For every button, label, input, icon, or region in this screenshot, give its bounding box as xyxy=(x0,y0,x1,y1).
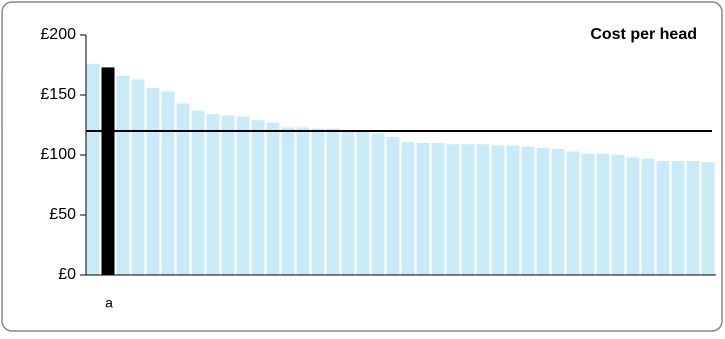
bar xyxy=(701,162,715,275)
bar xyxy=(341,129,355,275)
bar xyxy=(131,79,145,276)
bar xyxy=(446,144,460,275)
bar xyxy=(266,122,280,275)
bar xyxy=(581,153,595,275)
y-tick-label: £0 xyxy=(58,266,76,283)
bar xyxy=(521,146,535,275)
bar xyxy=(281,127,295,276)
bar xyxy=(596,153,610,275)
bar xyxy=(116,75,130,275)
bar xyxy=(311,128,325,275)
bar xyxy=(356,131,370,275)
bar xyxy=(611,155,625,275)
bar xyxy=(161,91,175,276)
bar xyxy=(386,137,400,275)
bar xyxy=(206,114,220,275)
bar xyxy=(416,143,430,275)
bar xyxy=(101,67,115,276)
bar xyxy=(686,161,700,275)
bar xyxy=(221,115,235,276)
y-tick-label: £100 xyxy=(40,146,76,163)
bar xyxy=(401,141,415,275)
bar xyxy=(506,145,520,275)
y-tick-label: £200 xyxy=(40,26,76,43)
y-tick-label: £50 xyxy=(49,206,76,223)
bar xyxy=(671,161,685,275)
bar xyxy=(176,103,190,276)
bar xyxy=(431,143,445,275)
bar xyxy=(476,144,490,275)
bar xyxy=(566,151,580,275)
bar xyxy=(191,110,205,275)
bar xyxy=(536,147,550,275)
bar xyxy=(551,149,565,275)
bar xyxy=(326,128,340,275)
bar xyxy=(656,161,670,275)
bar xyxy=(626,157,640,275)
bar xyxy=(461,144,475,275)
chart-title: Cost per head xyxy=(590,26,697,43)
bar xyxy=(146,87,160,275)
bar xyxy=(491,145,505,275)
bar xyxy=(86,63,100,275)
bar xyxy=(641,158,655,275)
y-tick-label: £150 xyxy=(40,86,76,103)
x-tick-label: a xyxy=(105,295,113,311)
bar xyxy=(236,116,250,275)
bar xyxy=(251,120,265,275)
bar xyxy=(296,127,310,276)
bar xyxy=(371,133,385,275)
